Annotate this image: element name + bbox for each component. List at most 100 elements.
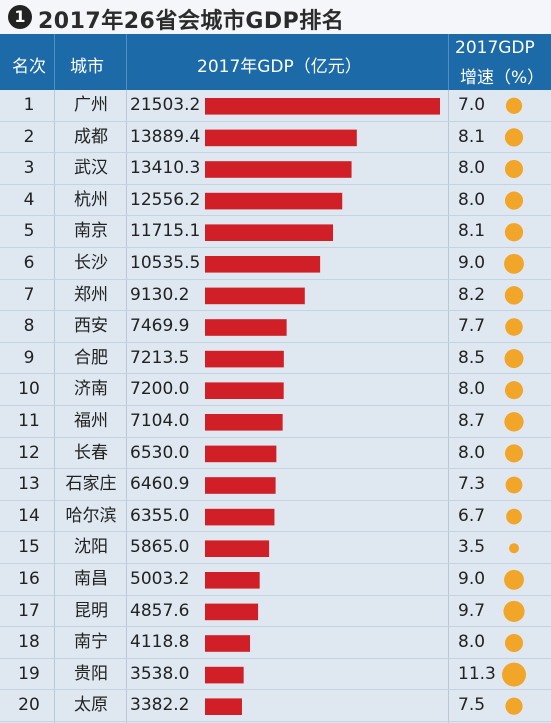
gdp-value-label: 21503.2	[130, 95, 201, 115]
rank-cell: 9	[23, 347, 35, 368]
gdp-value-label: 13889.4	[130, 126, 201, 147]
gdp-value-label: 13410.3	[130, 158, 201, 179]
growth-value-label: 8.5	[458, 347, 486, 368]
rank-cell: 3	[23, 158, 35, 179]
table-row: 9 合肥 7213.5 8.5	[0, 343, 551, 374]
row-divider	[0, 310, 551, 312]
header-growth-line1: 2017GDP	[455, 38, 535, 58]
row-divider	[0, 499, 551, 501]
column-divider	[126, 90, 127, 723]
city-cell: 石家庄	[65, 474, 117, 495]
growth-value-label: 8.2	[458, 284, 486, 305]
row-divider	[0, 657, 551, 659]
rank-cell: 7	[23, 284, 35, 305]
column-divider	[54, 90, 55, 723]
rank-cell: 2	[23, 126, 35, 147]
table-row: 2 成都 13889.4 8.1	[0, 122, 551, 153]
city-cell: 广州	[74, 95, 108, 115]
rank-cell: 10	[18, 379, 40, 400]
gdp-value-label: 7200.0	[130, 379, 190, 400]
table-row: 3 武汉 13410.3 8.0	[0, 153, 551, 184]
city-cell: 杭州	[74, 189, 108, 210]
row-divider	[0, 563, 551, 564]
header-divider	[448, 34, 449, 90]
header-divider	[54, 34, 55, 90]
city-cell: 昆明	[74, 600, 108, 621]
gdp-value-label: 7213.5	[130, 347, 190, 368]
city-cell: 济南	[74, 379, 108, 400]
city-cell: 长春	[74, 442, 108, 463]
page-title: 2017年26省会城市GDP排名	[38, 9, 345, 34]
growth-value-label: 6.7	[458, 505, 486, 526]
rank-cell: 8	[23, 316, 35, 337]
gdp-value-label: 11715.1	[130, 221, 201, 242]
row-divider	[0, 183, 551, 185]
header-rank: 名次	[12, 57, 46, 77]
growth-value-label: 9.7	[458, 600, 486, 621]
gdp-value-label: 3538.0	[130, 663, 190, 684]
table-row: 14 哈尔滨 6355.0 6.7	[0, 501, 551, 532]
rank-cell: 12	[18, 442, 40, 463]
table-row: 20 太原 3382.2 7.5	[0, 690, 551, 721]
gdp-value-label: 9130.2	[130, 284, 190, 305]
rank-cell: 20	[18, 695, 40, 716]
row-divider	[0, 436, 551, 438]
row-divider	[0, 531, 551, 533]
table-row: 8 西安 7469.9 7.7	[0, 311, 551, 342]
row-divider	[0, 120, 551, 122]
table-row: 4 杭州 12556.2 8.0	[0, 185, 551, 216]
table-row: 1 广州 21503.2 7.0	[0, 90, 551, 121]
title-bar: 1 2017年26省会城市GDP排名	[0, 0, 551, 34]
gdp-value-label: 7469.9	[130, 316, 190, 337]
gdp-value-label: 7104.0	[130, 411, 190, 431]
table-row: 16 南昌 5003.2 9.0	[0, 564, 551, 595]
rank-cell: 4	[23, 189, 35, 210]
table-row: 15 沈阳 5865.0 3.5	[0, 532, 551, 563]
header-city: 城市	[70, 57, 104, 77]
gdp-value-label: 12556.2	[130, 189, 201, 210]
title-number-badge: 1	[8, 5, 32, 29]
rank-cell: 1	[23, 95, 35, 115]
rank-cell: 6	[23, 253, 35, 273]
growth-value-label: 7.0	[458, 95, 486, 115]
growth-value-label: 8.0	[458, 189, 486, 210]
city-cell: 福州	[74, 411, 108, 431]
growth-value-label: 7.7	[458, 316, 486, 337]
row-divider	[0, 373, 551, 375]
city-cell: 郑州	[74, 284, 108, 305]
gdp-value-label: 4857.6	[130, 600, 190, 621]
rank-cell: 11	[18, 411, 40, 431]
gdp-value-label: 10535.5	[130, 253, 201, 273]
growth-value-label: 8.7	[458, 411, 486, 431]
row-divider	[0, 152, 551, 154]
column-divider	[448, 90, 449, 723]
rank-cell: 17	[18, 600, 40, 621]
header-gdp: 2017年GDP（亿元）	[197, 57, 362, 77]
growth-value-label: 7.5	[458, 695, 486, 716]
growth-value-label: 8.1	[458, 126, 486, 147]
city-cell: 南宁	[74, 632, 108, 653]
growth-value-label: 3.5	[458, 537, 486, 558]
row-divider	[0, 626, 551, 628]
growth-value-label: 11.3	[458, 663, 496, 684]
table-row: 5 南京 11715.1 8.1	[0, 216, 551, 247]
gdp-value-label: 5865.0	[130, 537, 190, 558]
rank-cell: 15	[18, 537, 40, 558]
rank-cell: 19	[18, 663, 40, 684]
row-divider	[0, 278, 551, 280]
gdp-value-label: 4118.8	[130, 632, 190, 653]
growth-value-label: 9.0	[458, 569, 486, 589]
table-row: 18 南宁 4118.8 8.0	[0, 627, 551, 658]
growth-value-label: 9.0	[458, 253, 486, 273]
row-divider	[0, 594, 551, 596]
table-header	[0, 34, 551, 90]
city-cell: 成都	[74, 126, 108, 147]
growth-value-label: 8.0	[458, 632, 486, 653]
growth-value-label: 8.0	[458, 379, 486, 400]
row-divider	[0, 689, 551, 691]
rank-cell: 13	[18, 474, 40, 495]
city-cell: 南昌	[74, 569, 108, 589]
gdp-value-label: 6460.9	[130, 474, 190, 495]
rank-cell: 14	[18, 505, 40, 526]
